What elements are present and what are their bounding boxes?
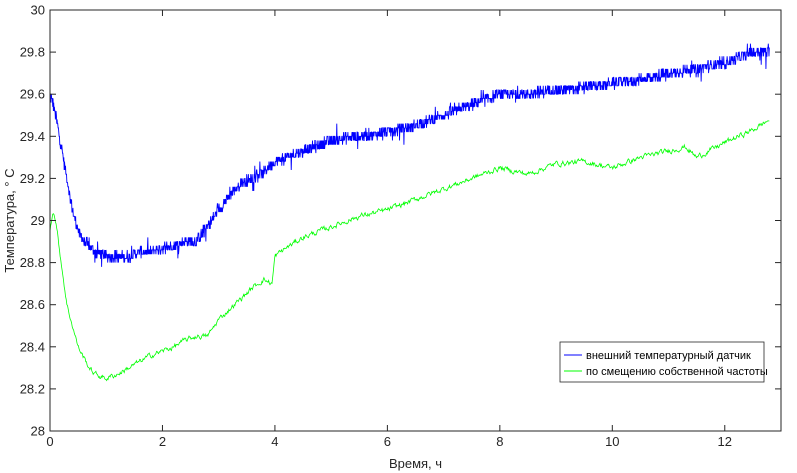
y-axis-ticks: 28 28.2 28.4 28.6 28.8 29 29.2 29.4 29.6 29.8 30 (20, 3, 781, 439)
x-tick-label: 12 (718, 434, 732, 449)
y-tick-label: 30 (31, 3, 45, 18)
x-axis-ticks: 0 2 4 6 8 10 12 (46, 10, 732, 449)
y-tick-label: 29.6 (20, 87, 45, 102)
y-tick-label: 28 (31, 424, 45, 439)
plot-lines (49, 43, 770, 382)
legend-label-frequency-shift: по смещению собственной частоты (586, 366, 768, 378)
y-tick-label: 28.8 (20, 255, 45, 270)
x-tick-label: 10 (605, 434, 619, 449)
external-sensor-series-line (50, 43, 770, 267)
x-tick-label: 6 (384, 434, 391, 449)
y-tick-label: 28.6 (20, 297, 45, 312)
x-tick-label: 4 (271, 434, 278, 449)
y-tick-label: 29.2 (20, 171, 45, 186)
y-tick-label: 29 (31, 213, 45, 228)
y-tick-label: 28.2 (20, 381, 45, 396)
legend-box (559, 341, 765, 383)
legend-label-external-sensor: внешний температурный датчик (586, 350, 751, 362)
legend: внешний температурный датчик по смещению… (559, 341, 768, 383)
frequency-shift-series-line (49, 120, 770, 382)
x-axis-label: Время, ч (389, 456, 442, 471)
x-tick-label: 0 (46, 434, 53, 449)
y-tick-label: 28.4 (20, 339, 45, 354)
y-axis-label: Температура, ° C (2, 168, 17, 272)
y-tick-label: 29.4 (20, 129, 45, 144)
x-tick-label: 2 (159, 434, 166, 449)
x-tick-label: 8 (496, 434, 503, 449)
y-tick-label: 29.8 (20, 45, 45, 60)
